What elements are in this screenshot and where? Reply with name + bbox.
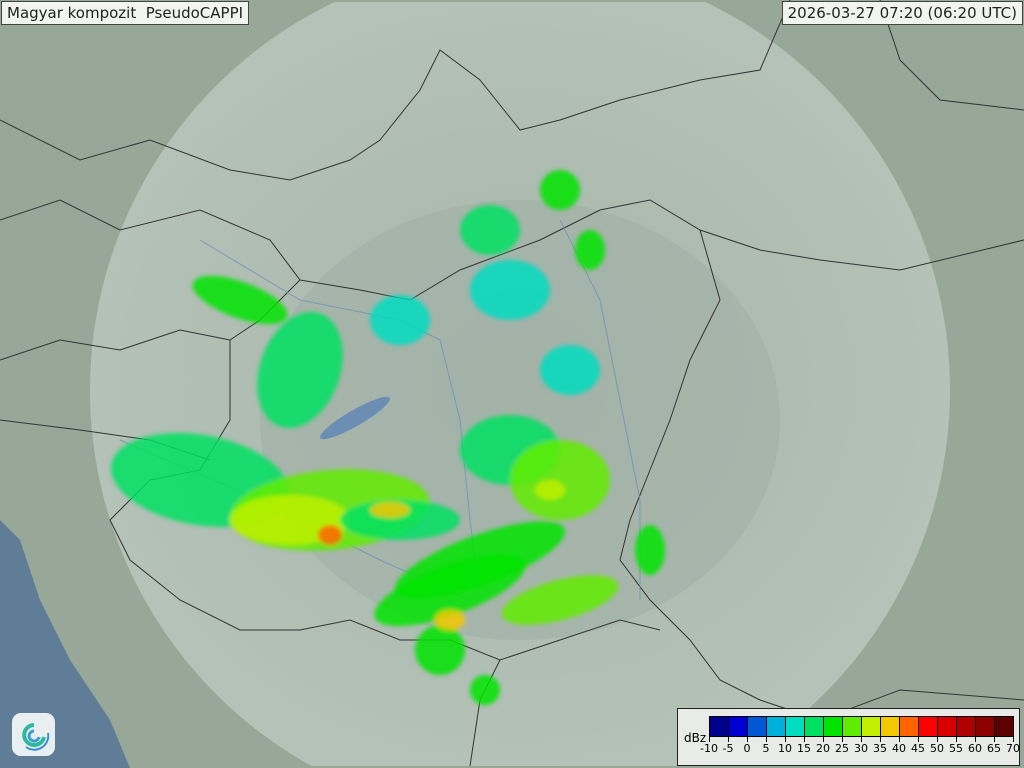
legend-tick-label: 10 — [778, 742, 792, 755]
legend-swatch — [995, 717, 1013, 736]
legend-tick-label: 25 — [835, 742, 849, 755]
legend-tick-label: -10 — [700, 742, 718, 755]
radar-echoes — [111, 170, 665, 705]
legend-swatch — [843, 717, 862, 736]
radar-echo — [540, 345, 600, 395]
swirl-logo-icon — [12, 713, 55, 756]
legend-tick-label: 60 — [968, 742, 982, 755]
legend-tick — [766, 737, 767, 742]
radar-echo — [435, 610, 465, 630]
legend-tick-label: 55 — [949, 742, 963, 755]
legend-swatch — [786, 717, 805, 736]
radar-echo — [540, 170, 580, 210]
legend-tick — [728, 737, 729, 742]
legend-tick — [804, 737, 805, 742]
legend-swatch — [729, 717, 748, 736]
legend-unit: dBz — [684, 731, 707, 745]
dbz-legend: dBz -10 -5 0 5 10 15 20 25 30 35 40 45 50 55 60 65 70 — [677, 708, 1020, 766]
legend-swatch — [957, 717, 976, 736]
legend-tick — [861, 737, 862, 742]
legend-tick-label: 45 — [911, 742, 925, 755]
radar-echo — [470, 675, 500, 705]
map-title: Magyar kompozit PseudoCAPPI — [1, 1, 250, 25]
legend-tick — [842, 737, 843, 742]
legend-swatch — [976, 717, 995, 736]
legend-tick-label: 35 — [873, 742, 887, 755]
radar-echo — [501, 575, 619, 625]
legend-tick — [823, 737, 824, 742]
legend-swatch — [938, 717, 957, 736]
legend-swatch — [710, 717, 729, 736]
legend-swatch — [900, 717, 919, 736]
legend-tick — [975, 737, 976, 742]
radar-echo — [575, 230, 605, 270]
radar-echo — [192, 275, 288, 325]
legend-swatch — [805, 717, 824, 736]
legend-tick — [918, 737, 919, 742]
legend-tick — [937, 737, 938, 742]
legend-swatch — [862, 717, 881, 736]
radar-echo — [535, 480, 565, 500]
legend-tick — [709, 737, 710, 742]
radar-echo — [394, 521, 566, 599]
radar-echo — [510, 440, 610, 520]
legend-tick — [747, 737, 748, 742]
radar-echo — [635, 525, 665, 575]
legend-tick-label: 15 — [797, 742, 811, 755]
legend-tick — [880, 737, 881, 742]
legend-tick-label: 65 — [987, 742, 1001, 755]
legend-swatch — [919, 717, 938, 736]
legend-tick — [956, 737, 957, 742]
radar-echo — [257, 311, 343, 429]
legend-tick-label: 70 — [1006, 742, 1020, 755]
radar-echo — [370, 502, 410, 518]
radar-echo — [460, 205, 520, 255]
legend-tick — [899, 737, 900, 742]
legend-swatch — [824, 717, 843, 736]
legend-tick-label: 40 — [892, 742, 906, 755]
legend-tick — [994, 737, 995, 742]
legend-ticks: -10 -5 0 5 10 15 20 25 30 35 40 45 50 55 60 65 70 — [700, 737, 1020, 757]
legend-tick-label: 20 — [816, 742, 830, 755]
legend-tick-label: -5 — [722, 742, 734, 755]
legend-tick-label: 5 — [762, 742, 770, 755]
radar-echo — [415, 625, 465, 675]
legend-swatch — [881, 717, 900, 736]
adriatic-sea — [0, 520, 130, 768]
legend-swatch — [748, 717, 767, 736]
legend-tick-label: 30 — [854, 742, 868, 755]
legend-tick-label: 50 — [930, 742, 944, 755]
legend-tick — [1013, 737, 1014, 742]
radar-echo — [470, 260, 550, 320]
legend-swatch — [767, 717, 786, 736]
radar-echo — [370, 295, 430, 345]
legend-tick — [785, 737, 786, 742]
timestamp: 2026-03-27 07:20 (06:20 UTC) — [781, 1, 1023, 25]
legend-color-bar — [709, 716, 1014, 737]
radar-echo — [318, 525, 342, 545]
lake-balaton — [320, 396, 390, 440]
legend-tick-label: 0 — [743, 742, 751, 755]
